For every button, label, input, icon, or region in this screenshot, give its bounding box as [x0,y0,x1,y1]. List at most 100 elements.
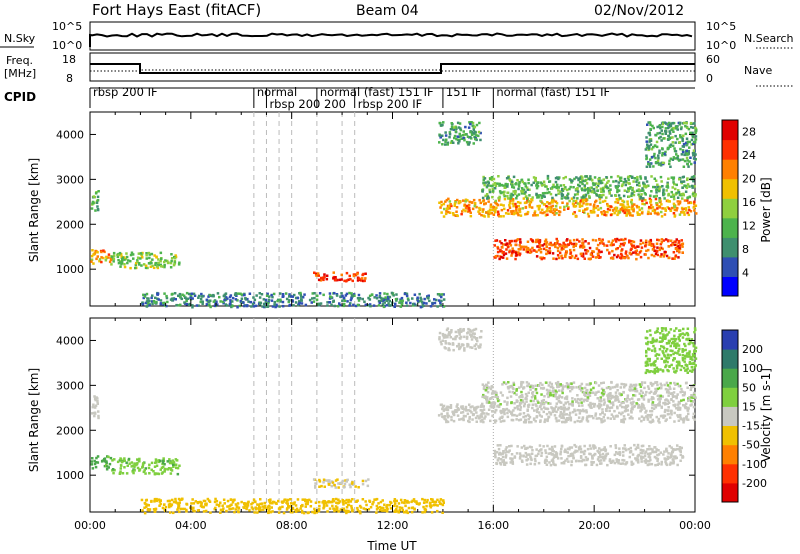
nsearch-tick-bottom: 10^0 [706,39,736,52]
colorbar-swatch [722,120,738,141]
power-panel: 1000 2000 3000 4000 [56,111,698,309]
x-tick-label: 08:00 [276,519,308,532]
x-tick-label: 04:00 [175,519,207,532]
cpid-segment-label: 151 IF [446,85,482,99]
x-tick-label: 00:00 [74,519,106,532]
colorbar-tick: -200 [742,477,767,490]
echo-region [437,403,696,424]
colorbar-tick: 15 [742,400,756,413]
cpid-label: CPID [4,90,36,104]
y-tick-label: 2000 [56,218,84,231]
y-tick-label: 3000 [56,379,84,392]
beam-label: Beam 04 [356,3,419,19]
colorbar-swatch [722,387,738,407]
echo-region [90,455,113,471]
echo-region [438,197,698,218]
colorbar-tick: -100 [742,458,767,471]
x-tick-label: 16:00 [477,519,509,532]
echo-region [644,121,698,168]
freq-tick-bottom: 8 [66,72,73,85]
freq-label-1: Freq. [6,54,33,67]
nave-label: Nave [744,64,772,77]
velocity-y-label: Slant Range [km] [27,368,41,472]
colorbar-swatch [722,237,738,258]
colorbar-tick: -15 [742,420,760,433]
echo-region [312,478,370,489]
colorbar-tick: 24 [742,149,756,162]
colorbar-tick: 100 [742,362,763,375]
y-tick-label: 2000 [56,424,84,437]
power-y-label: Slant Range [km] [27,158,41,262]
echo-region [481,174,697,200]
velocity-colorbar: 200 100 50 15 -15 -50 -100 -200 [721,329,767,503]
cpid-segment-label: rbsp 200 200 [269,97,346,111]
echo-region [438,327,483,352]
freq-tick-top: 18 [62,53,76,66]
echo-region [90,249,113,265]
station-title: Fort Hays East (fitACF) [92,1,261,19]
echo-region [644,327,698,375]
colorbar-swatch [722,425,738,446]
x-tick-label: 12:00 [377,519,409,532]
y-tick-label: 4000 [56,334,84,347]
date-label: 02/Nov/2012 [594,3,684,19]
echo-region [438,121,482,146]
echo-region [90,190,100,212]
colorbar-swatch [722,349,738,369]
cpid-segment-label: rbsp 200 IF [93,85,158,99]
y-tick-label: 1000 [56,263,84,276]
colorbar-swatch [722,217,738,238]
plot-frame [89,111,696,307]
colorbar-swatch [722,406,738,426]
echo-region [481,380,697,406]
echo-region [140,497,445,515]
freq-label-2: [MHz] [4,67,36,80]
y-tick-label: 3000 [56,173,84,186]
nave-tick-top: 60 [706,53,720,66]
echo-region [313,271,367,283]
colorbar-tick: 16 [742,196,756,209]
colorbar-tick: 20 [742,173,756,186]
colorbar-tick: -50 [742,439,760,452]
y-tick-label: 4000 [56,128,84,141]
colorbar-swatch [722,198,738,219]
x-axis-label: Time UT [366,539,417,553]
colorbar-swatch [722,330,738,350]
power-colorbar-label: Power [dB] [759,177,773,242]
echo-region [111,457,181,476]
echo-region [91,395,100,420]
nsky-label: N.Sky [4,32,36,45]
y-tick-label: 1000 [56,469,84,482]
nsearch-tick-top: 10^5 [706,20,736,33]
nsky-tick-top: 10^5 [52,20,82,33]
x-tick-label: 20:00 [578,519,610,532]
echo-region [493,237,685,261]
nsearch-label: N.Search [744,32,794,45]
colorbar-tick: 50 [742,381,756,394]
colorbar-swatch [722,276,738,297]
colorbar-swatch [722,178,738,199]
nave-trace [90,69,695,72]
plot-frame [89,317,696,513]
colorbar-tick: 200 [742,343,763,356]
power-colorbar: 4 8 12 16 20 24 28 [721,119,756,297]
freq-trace [90,63,695,74]
velocity-colorbar-label: Velocity [m s-1] [759,368,773,462]
cpid-segment-label: rbsp 200 IF [358,97,423,111]
colorbar-swatch [722,159,738,180]
x-tick-labels: 00:00 04:00 08:00 12:00 16:00 20:00 00:00 [74,519,711,532]
echo-region [141,291,446,309]
freq-panel [89,52,696,82]
colorbar-swatch [722,463,738,484]
nave-tick-bottom: 0 [706,72,713,85]
velocity-panel: 1000 2000 3000 4000 [56,317,698,515]
echo-region [110,251,181,270]
colorbar-swatch [722,256,738,277]
echo-region [493,443,685,467]
cpid-segment-label: normal (fast) 151 IF [320,85,434,99]
colorbar-swatch [722,368,738,388]
colorbar-tick: 4 [742,267,749,280]
cpid-segment-label: normal (fast) 151 IF [496,85,610,99]
